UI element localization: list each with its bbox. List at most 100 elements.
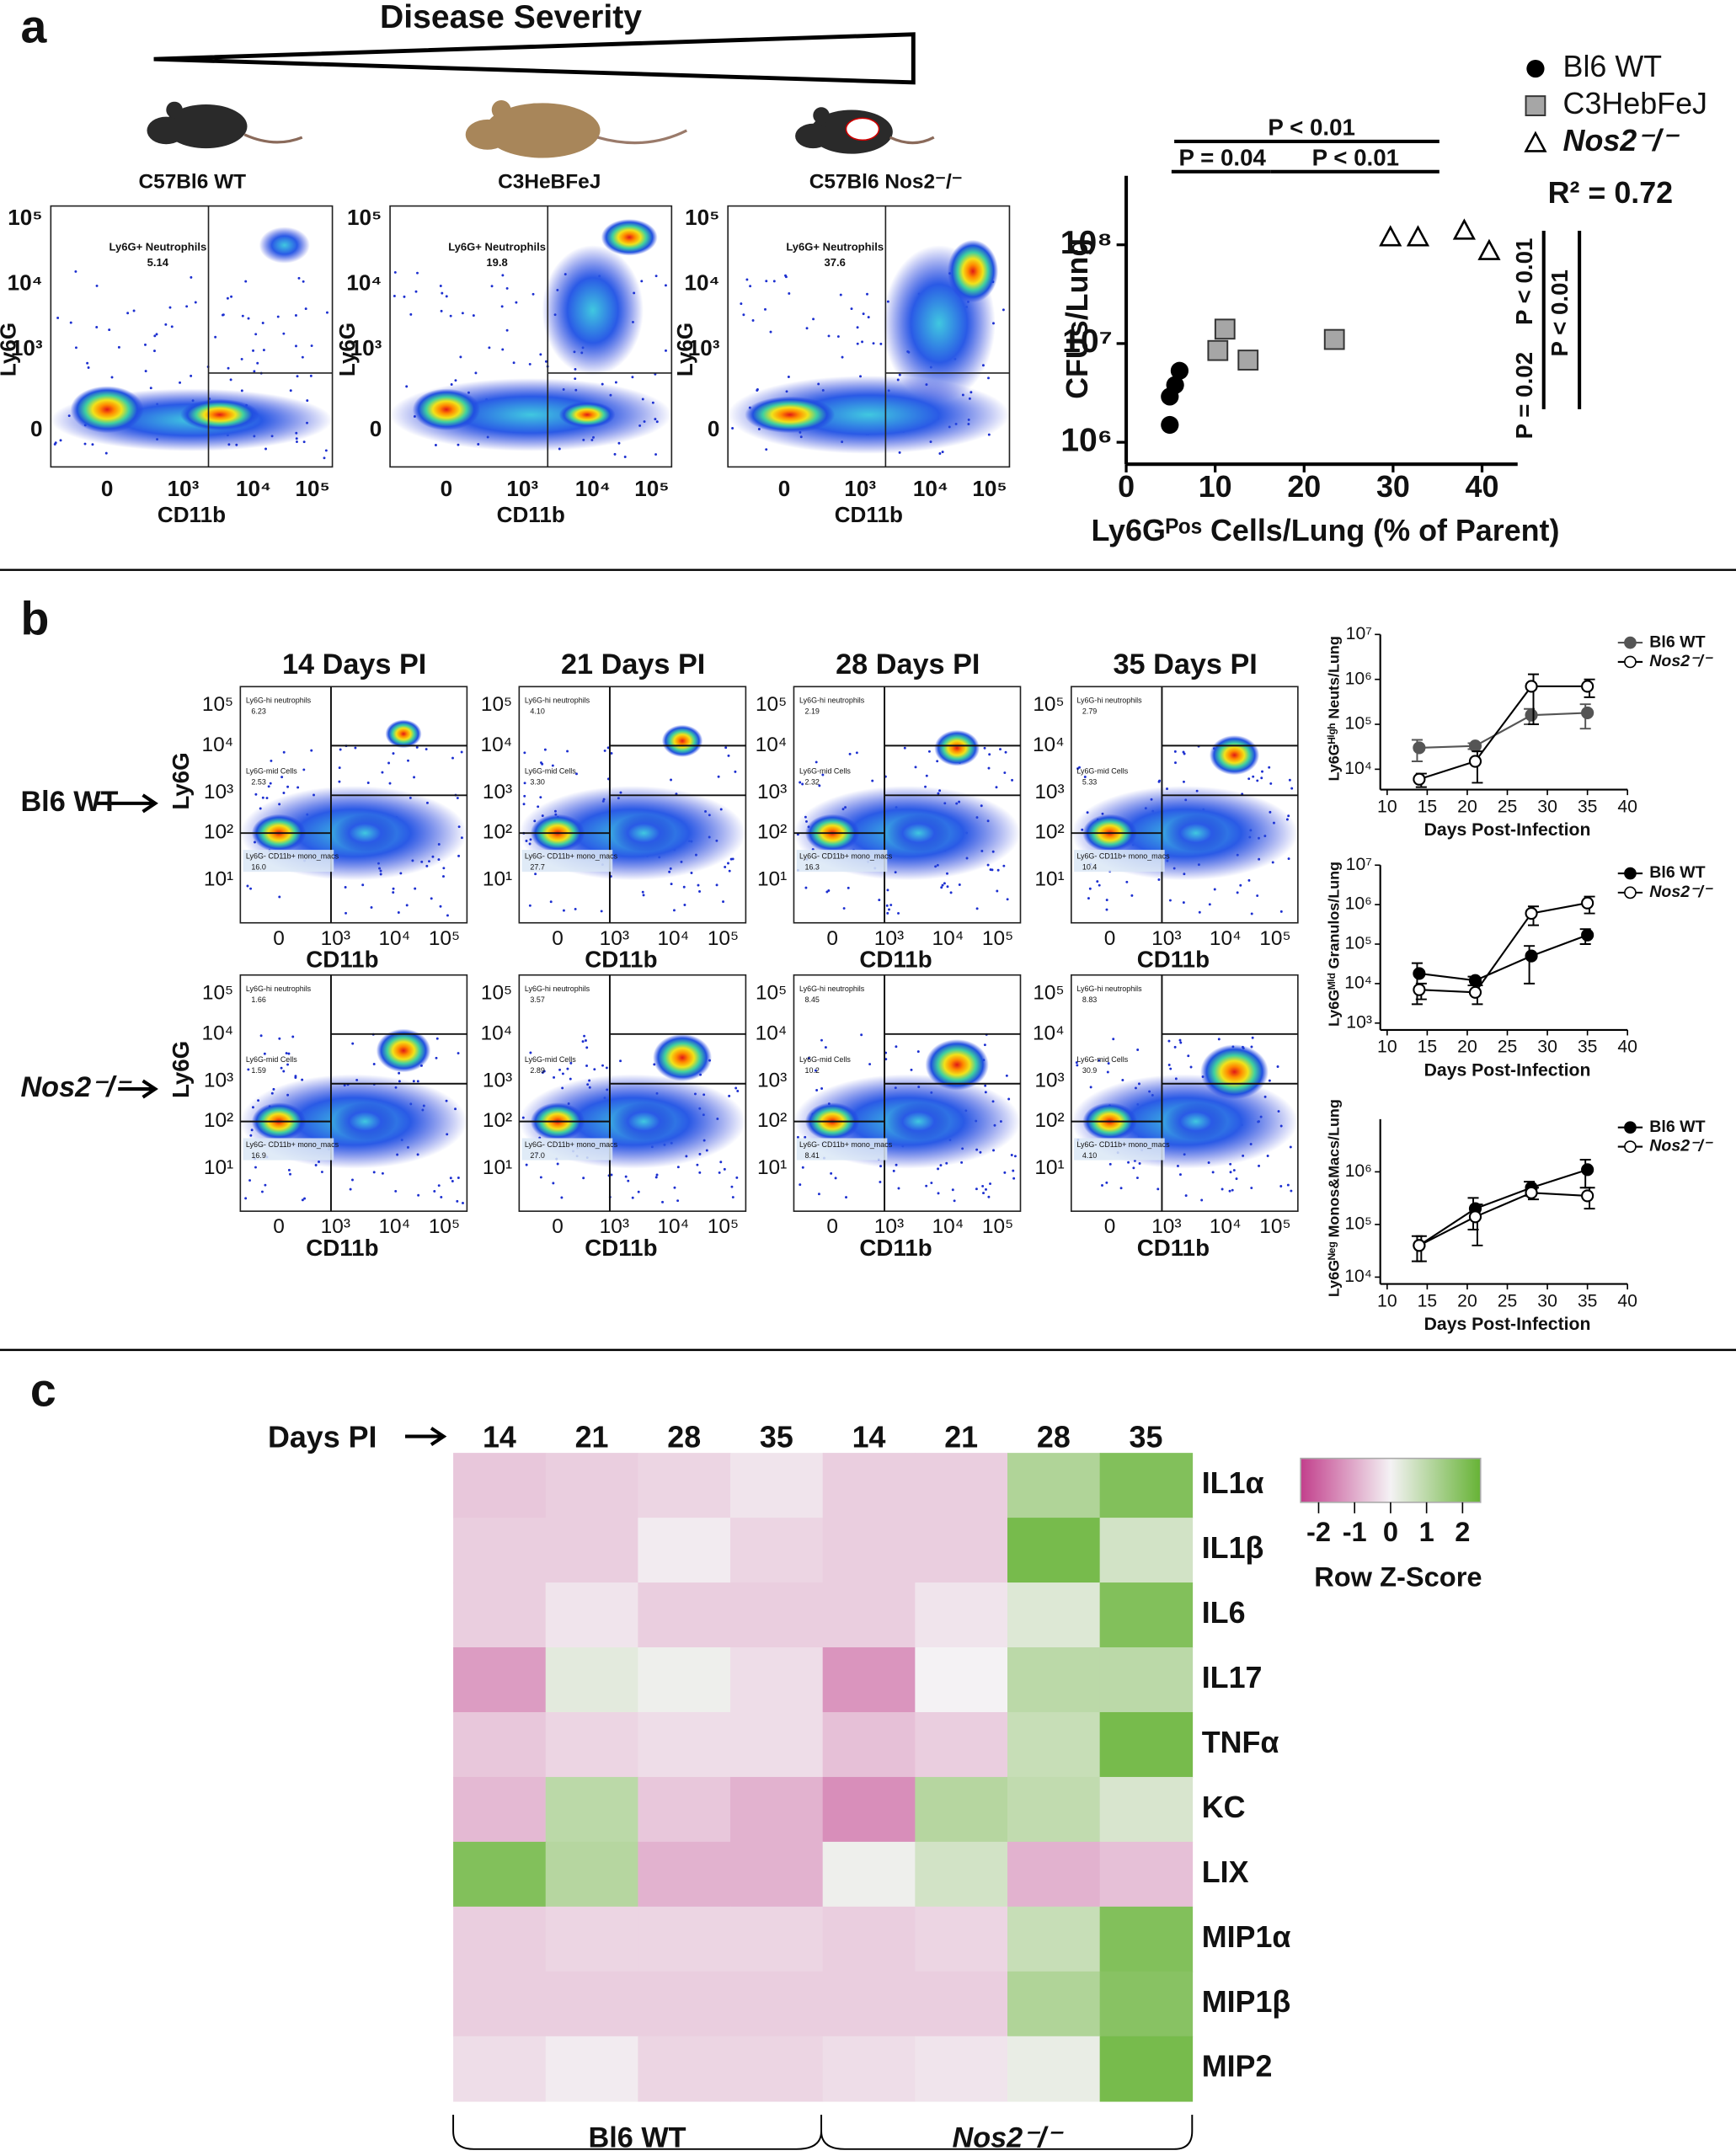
gate-name: Ly6G- CD11b+ mono_macs: [525, 852, 618, 861]
mouse-icon: [465, 100, 687, 158]
event-dot: [1006, 898, 1009, 901]
event-dot: [654, 453, 658, 456]
event-dot: [1250, 912, 1253, 915]
density-blob: [601, 219, 658, 256]
gate-percent: 5.33: [1082, 778, 1097, 787]
p-value: P = 0.02: [1511, 352, 1537, 439]
gate-name: Ly6G+ Neutrophils: [109, 241, 206, 253]
column-label: 35: [1130, 1420, 1163, 1454]
row-label: IL17: [1202, 1661, 1263, 1694]
heatmap-cell: [730, 1971, 824, 2037]
gate-line: [519, 974, 746, 1212]
y-tick-label: 10¹: [757, 1156, 787, 1179]
heatmap-cell: [1007, 1841, 1101, 1908]
gate-line: [793, 974, 1021, 1212]
y-tick-label: 10⁶: [1060, 422, 1113, 458]
density-blob: [1164, 814, 1228, 852]
event-dot: [472, 314, 475, 318]
y-tick-label: 10¹: [1034, 868, 1064, 891]
x-axis-label: CD11b: [158, 502, 226, 527]
event-dot: [392, 891, 395, 894]
event-dot: [69, 321, 72, 324]
x-tick-label: 10³: [600, 927, 629, 950]
y-tick-label: 10⁵: [202, 982, 233, 1005]
day-title: 21 Days PI: [561, 648, 705, 680]
density-blob: [653, 1033, 713, 1081]
gate-name: Ly6G-mid Cells: [799, 767, 851, 776]
gate-name: Ly6G-hi neutrophils: [799, 696, 865, 704]
density-blob: [259, 227, 310, 264]
gate-line: [1071, 686, 1298, 923]
event-dot: [164, 323, 168, 326]
event-dot: [230, 295, 233, 298]
event-dot: [879, 342, 883, 345]
heatmap-cell: [638, 1647, 731, 1713]
event-dot: [1101, 1184, 1103, 1187]
event-dot: [696, 1163, 699, 1166]
event-dot: [799, 1183, 802, 1187]
event-dot: [925, 774, 928, 777]
event-dot: [149, 387, 152, 390]
heatmap-cell: [915, 1711, 1008, 1778]
y-tick-label: 10⁴: [202, 734, 234, 756]
event-dot: [925, 1184, 928, 1187]
event-dot: [1130, 894, 1134, 897]
gate-percent: 3.57: [530, 995, 544, 1004]
colorbar-tick-label: -1: [1343, 1516, 1367, 1547]
event-dot: [975, 1187, 978, 1191]
event-dot: [561, 1072, 564, 1075]
heatmap-cell: [453, 1647, 547, 1713]
heatmap-cell: [915, 1971, 1008, 2037]
density-blob: [376, 1028, 431, 1073]
event-dot: [534, 873, 537, 876]
event-dot: [1221, 1187, 1224, 1191]
event-dot: [1174, 761, 1177, 765]
event-dot: [265, 797, 269, 800]
event-dot: [387, 761, 391, 765]
event-dot: [539, 761, 542, 765]
legend-label: Nos2⁻/⁻: [1563, 124, 1680, 157]
heatmap-cell: [822, 1582, 916, 1648]
y-axis-label: CFUs/Lung: [1060, 238, 1094, 399]
point: [1166, 376, 1184, 394]
event-dot: [282, 750, 286, 754]
heatmap-cell: [453, 1776, 547, 1843]
event-dot: [606, 746, 610, 750]
point: [1525, 708, 1538, 722]
event-dot: [731, 1196, 734, 1199]
density-blob: [385, 719, 422, 749]
event-dot: [108, 328, 111, 332]
event-dot: [227, 366, 230, 370]
heatmap-cell: [730, 1711, 824, 1778]
event-dot: [254, 1166, 257, 1169]
event-dot: [304, 307, 307, 311]
event-dot: [610, 751, 613, 755]
row-label: MIP2: [1202, 2050, 1273, 2084]
day-title: 35 Days PI: [1114, 648, 1258, 680]
event-dot: [179, 381, 182, 384]
legend-marker: [1624, 636, 1637, 649]
density-blob: [934, 729, 980, 766]
event-dot: [126, 312, 130, 315]
gate-name: Ly6G- CD11b+ mono_macs: [525, 1140, 618, 1149]
event-dot: [841, 355, 844, 359]
x-tick-label: 30: [1376, 470, 1410, 504]
event-dot: [515, 301, 518, 304]
event-dot: [269, 782, 272, 785]
y-tick-label: 10⁵: [347, 205, 382, 230]
event-dot: [405, 385, 409, 388]
event-dot: [543, 748, 547, 751]
event-dot: [295, 344, 297, 348]
event-dot: [1287, 857, 1290, 861]
event-dot: [1213, 888, 1216, 891]
y-tick-label: 10⁷: [1346, 855, 1372, 874]
event-dot: [1250, 1187, 1253, 1190]
colorbar-tick-label: 1: [1419, 1516, 1434, 1547]
event-dot: [451, 756, 454, 760]
event-dot: [661, 1200, 665, 1203]
heatmap-cell: [1007, 1647, 1101, 1713]
x-tick-label: 30: [1537, 1291, 1557, 1310]
event-dot: [95, 325, 99, 328]
event-dot: [190, 374, 193, 377]
event-dot: [1182, 901, 1185, 905]
